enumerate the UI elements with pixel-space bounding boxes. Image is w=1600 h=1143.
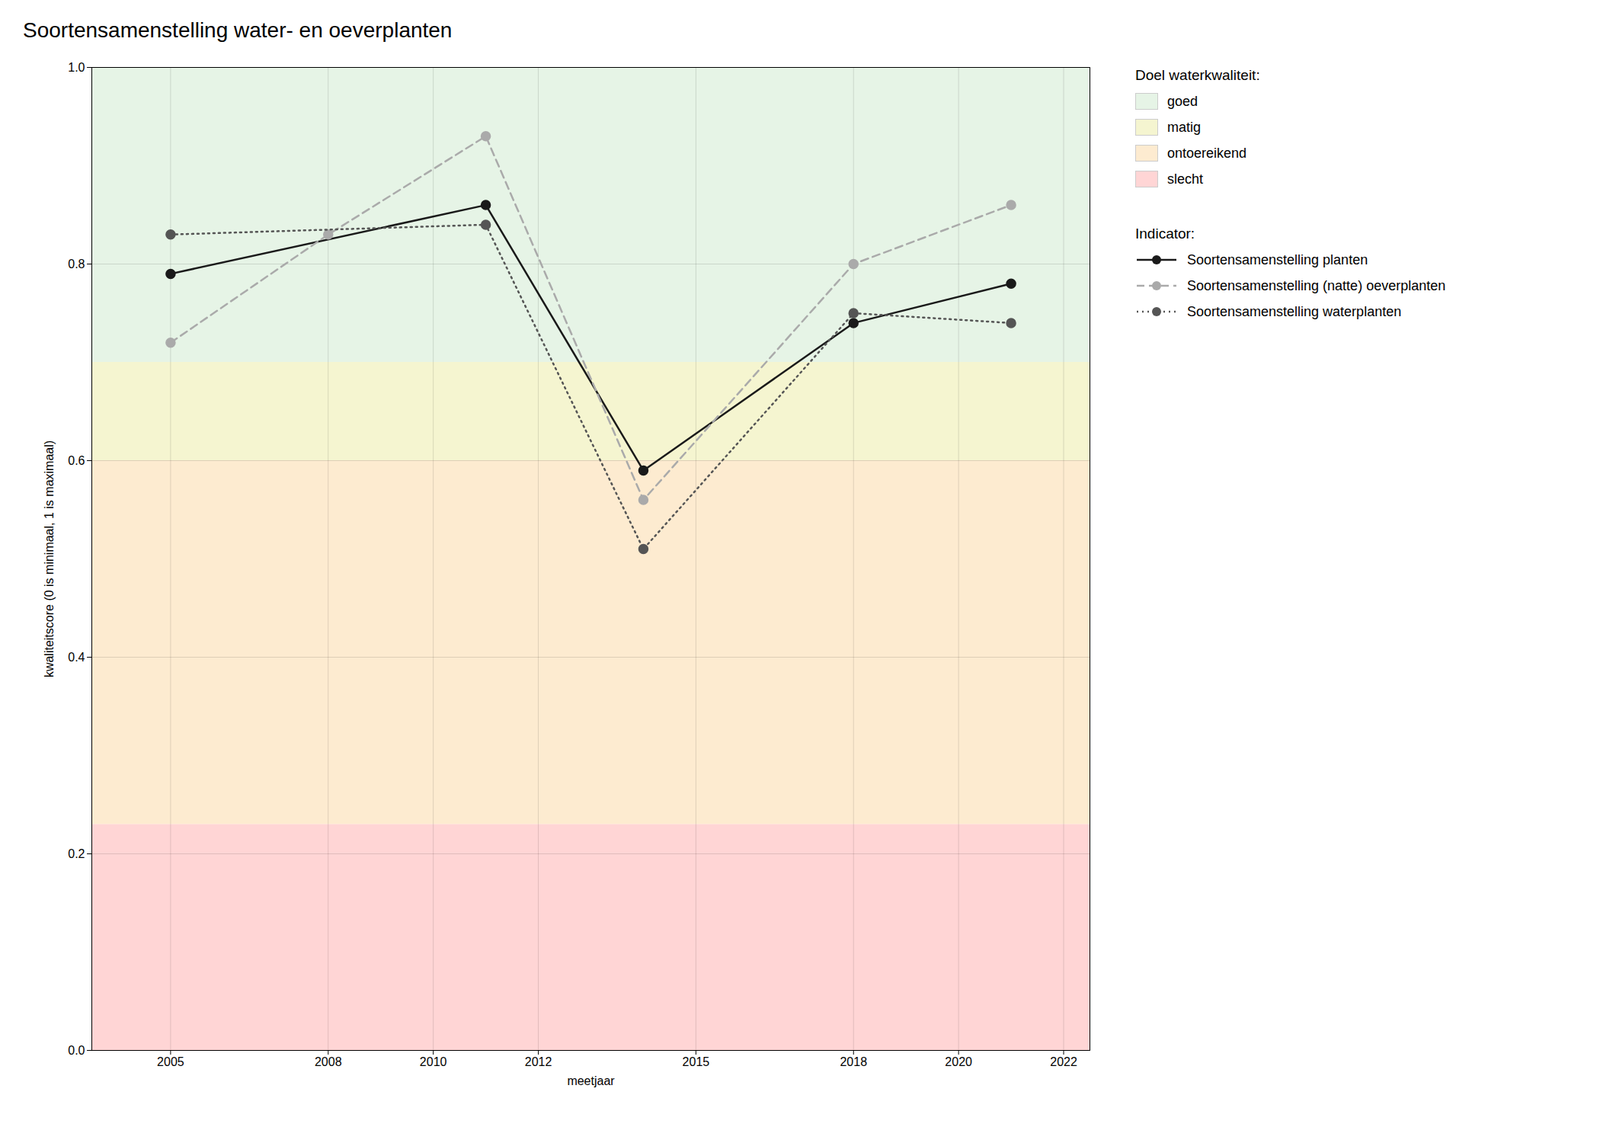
svg-text:0.2: 0.2	[67, 847, 85, 861]
html-text:Soortensamenstelling (natte) o: Soortensamenstelling (natte) oeverplante…	[1187, 277, 1446, 293]
svg-text:2012: 2012	[524, 1055, 553, 1069]
svg-text:0.4: 0.4	[67, 650, 85, 664]
html-text:Doel waterkwaliteit:: Doel waterkwaliteit:	[1135, 67, 1260, 84]
html-text:matig: matig	[1167, 119, 1201, 135]
svg-text:0.6: 0.6	[67, 454, 85, 468]
html-text:Soortensamenstelling waterplan: Soortensamenstelling waterplanten	[1187, 303, 1402, 319]
html-text:Soortensamenstelling planten: Soortensamenstelling planten	[1187, 251, 1368, 268]
html-text:goed: goed	[1167, 93, 1198, 109]
svg-text:kwaliteitscore (0 is minimaal,: kwaliteitscore (0 is minimaal, 1 is maxi…	[42, 440, 56, 678]
svg-text:meetjaar: meetjaar	[566, 1074, 615, 1088]
html-text:Indicator:: Indicator:	[1135, 225, 1195, 242]
html-text:slecht: slecht	[1167, 171, 1204, 187]
svg-text:2018: 2018	[839, 1055, 868, 1069]
html-text:ontoereikend: ontoereikend	[1167, 145, 1247, 161]
svg-text:0.8: 0.8	[67, 257, 85, 271]
svg-text:2022: 2022	[1049, 1055, 1078, 1069]
svg-text:2020: 2020	[944, 1055, 973, 1069]
svg-text:2005: 2005	[156, 1055, 185, 1069]
svg-text:2008: 2008	[314, 1055, 343, 1069]
svg-text:2015: 2015	[682, 1055, 711, 1069]
svg-text:0.0: 0.0	[67, 1043, 85, 1057]
html-text:Soortensamenstelling water- en: Soortensamenstelling water- en oeverplan…	[22, 18, 453, 42]
svg-text:2010: 2010	[419, 1055, 448, 1069]
svg-text:1.0: 1.0	[67, 60, 85, 74]
